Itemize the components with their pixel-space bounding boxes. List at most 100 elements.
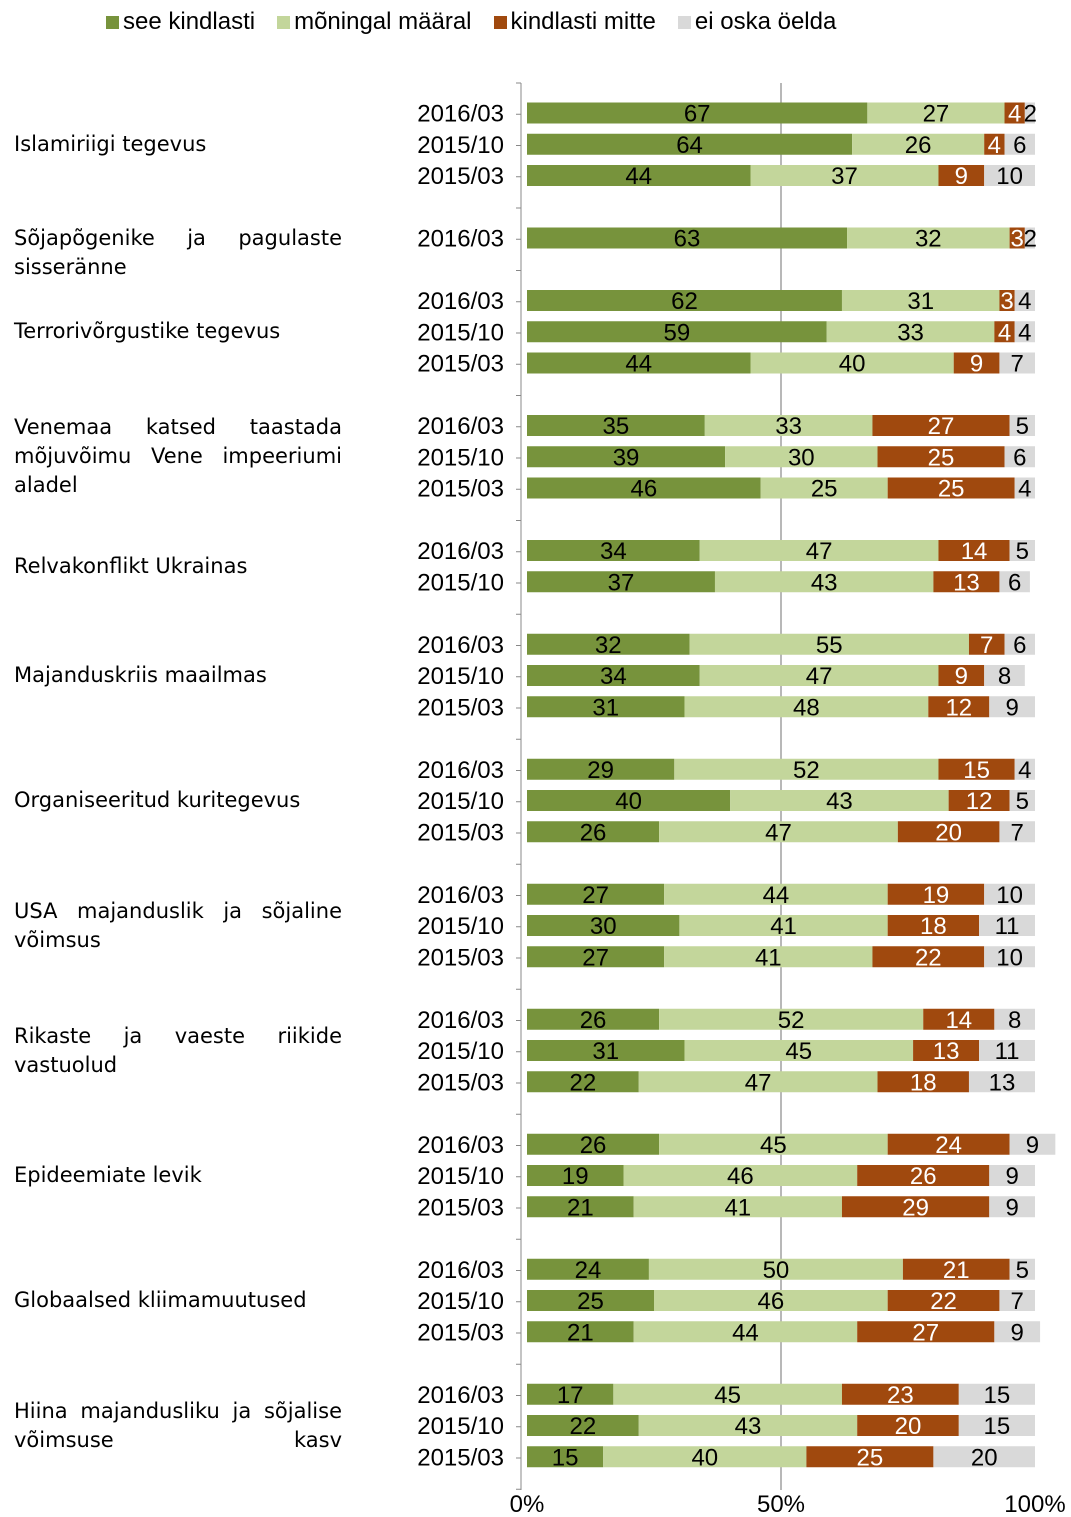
bar-segment <box>857 1165 990 1186</box>
period-label: 2015/10 <box>417 444 504 471</box>
data-label: 26 <box>580 1132 607 1159</box>
period-label: 2016/03 <box>417 1132 504 1159</box>
bar-segment <box>714 571 934 593</box>
bar-segment <box>984 665 1025 686</box>
bar-segment <box>999 352 1035 374</box>
bar-segment <box>760 477 888 499</box>
bar-segment <box>527 446 726 468</box>
data-label: 25 <box>811 476 838 503</box>
data-label: 7 <box>1011 819 1024 846</box>
bar-segment <box>679 915 888 936</box>
data-label: 41 <box>770 913 797 940</box>
bar-segment <box>984 165 1035 186</box>
data-label: 27 <box>582 944 609 971</box>
bar-segment <box>613 1383 842 1405</box>
data-label: 31 <box>592 1038 619 1065</box>
data-label: 21 <box>943 1257 970 1284</box>
data-label: 13 <box>989 1069 1016 1096</box>
bar-segment <box>527 477 761 499</box>
data-label: 12 <box>966 788 993 815</box>
data-label: 32 <box>595 632 622 659</box>
bar-segment <box>994 321 1015 343</box>
bar-segment <box>527 696 685 718</box>
data-label: 33 <box>775 413 802 440</box>
data-label: 46 <box>630 476 657 503</box>
bar-segment <box>958 1383 1035 1405</box>
data-label: 44 <box>763 882 790 909</box>
data-label: 9 <box>1005 1163 1018 1190</box>
bar-segment <box>857 1321 995 1343</box>
period-label: 2016/03 <box>417 882 504 909</box>
data-label: 45 <box>760 1132 787 1159</box>
period-label: 2015/10 <box>417 569 504 596</box>
data-label: 25 <box>857 1444 884 1471</box>
bar-segment <box>527 1165 624 1186</box>
data-label: 37 <box>608 569 635 596</box>
bar-segment <box>1014 758 1035 780</box>
data-label: 22 <box>915 944 942 971</box>
data-label: 9 <box>1026 1132 1039 1159</box>
bar-segment <box>948 790 1010 811</box>
bar-segment <box>527 946 665 968</box>
topic-label: Relvakonflikt Ukrainas <box>14 553 248 578</box>
data-label: 34 <box>600 663 627 690</box>
data-label: 32 <box>915 226 942 253</box>
bar-segment <box>648 1258 903 1280</box>
data-label: 4 <box>998 319 1011 346</box>
bar-segment <box>897 821 1000 843</box>
period-label: 2015/10 <box>417 132 504 159</box>
data-label: 27 <box>923 101 950 128</box>
topic-label: Hiina majandusliku ja sõjalise võimsuse … <box>14 1398 342 1452</box>
data-label: 4 <box>1018 288 1031 315</box>
data-label: 29 <box>587 757 614 784</box>
data-label: 3 <box>1011 226 1024 253</box>
data-label: 4 <box>1018 319 1031 346</box>
bar-segment <box>872 946 985 968</box>
period-label: 2015/03 <box>417 694 504 721</box>
bar-segment <box>902 1258 1010 1280</box>
bar-segment <box>527 821 660 843</box>
data-label: 43 <box>735 1413 762 1440</box>
data-label: 63 <box>674 226 701 253</box>
period-label: 2016/03 <box>417 632 504 659</box>
bar-segment <box>857 1415 959 1436</box>
data-label: 9 <box>970 351 983 378</box>
bar-segment <box>968 1071 1035 1093</box>
data-label: 44 <box>625 351 652 378</box>
topic-label: Epideemiate levik <box>14 1163 202 1187</box>
x-tick-label: 50% <box>757 1491 805 1517</box>
bar-segment <box>841 1196 990 1218</box>
period-label: 2015/03 <box>417 1319 504 1346</box>
data-label: 2 <box>1024 226 1037 253</box>
data-label: 9 <box>955 163 968 190</box>
data-label: 29 <box>902 1194 929 1221</box>
period-label: 2015/10 <box>417 1288 504 1315</box>
data-label: 9 <box>1011 1319 1024 1346</box>
bar-segment <box>1004 102 1025 124</box>
data-label: 18 <box>910 1069 937 1096</box>
data-label: 23 <box>887 1382 914 1409</box>
legend-item: mõningal määral <box>277 8 472 36</box>
data-label: 46 <box>757 1288 784 1315</box>
data-label: 15 <box>984 1382 1011 1409</box>
bar-segment <box>938 165 985 186</box>
bar-segment <box>527 1196 634 1218</box>
bar-segment <box>958 1415 1035 1436</box>
bar-segment <box>1009 1258 1035 1280</box>
period-label: 2016/03 <box>417 226 504 253</box>
data-label: 40 <box>839 351 866 378</box>
bar-segment <box>933 571 1000 593</box>
legend-swatch <box>493 15 507 29</box>
data-label: 3 <box>1000 288 1013 315</box>
legend-label: kindlasti mitte <box>510 8 656 35</box>
bar-segment <box>1004 133 1035 155</box>
legend-item: ei oska öelda <box>677 8 836 36</box>
period-label: 2015/03 <box>417 476 504 503</box>
bar-segment <box>913 1040 980 1061</box>
bar-segment <box>704 415 873 436</box>
bar-segment <box>699 665 939 686</box>
period-label: 2015/10 <box>417 1038 504 1065</box>
period-label: 2015/10 <box>417 1413 504 1440</box>
bar-segment <box>938 540 1010 561</box>
